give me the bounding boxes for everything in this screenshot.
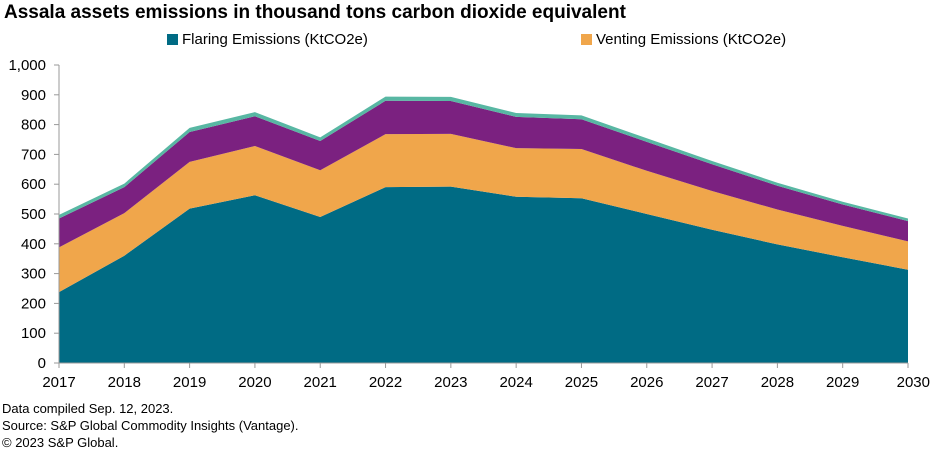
x-tick-label: 2025	[565, 374, 598, 391]
footer-date: Data compiled Sep. 12, 2023.	[2, 401, 174, 416]
footer-copyright: © 2023 S&P Global.	[2, 435, 119, 450]
legend-item-venting: Venting Emissions (KtCO2e)	[581, 31, 786, 48]
chart-footer: Data compiled Sep. 12, 2023. Source: S&P…	[2, 400, 299, 451]
x-axis-ticks: 2017 2018 2019 2020 2021 2022 2023 2024 2025 2026…	[42, 363, 930, 391]
x-tick-label: 2027	[695, 374, 728, 391]
x-tick-label: 2018	[108, 374, 141, 391]
x-tick-label: 2028	[761, 374, 794, 391]
x-tick-label: 2029	[826, 374, 859, 391]
area-series-1	[59, 186, 908, 363]
legend-label-flaring: Flaring Emissions (KtCO2e)	[182, 31, 368, 48]
area-layers	[59, 96, 908, 363]
legend-item-flaring: Flaring Emissions (KtCO2e)	[167, 31, 368, 48]
y-tick-label: 800	[21, 117, 46, 134]
x-tick-label: 2022	[369, 374, 402, 391]
x-tick-label: 2023	[434, 374, 467, 391]
y-tick-label: 700	[21, 146, 46, 163]
x-tick-label: 2026	[630, 374, 663, 391]
x-tick-label: 2024	[499, 374, 532, 391]
y-tick-label: 500	[21, 206, 46, 223]
y-tick-label: 900	[21, 87, 46, 104]
y-tick-label: 200	[21, 295, 46, 312]
y-tick-label: 100	[21, 325, 46, 342]
x-tick-label: 2030	[897, 374, 930, 391]
legend-swatch-flaring	[167, 34, 178, 45]
x-tick-label: 2017	[42, 374, 75, 391]
y-tick-label: 600	[21, 176, 46, 193]
y-tick-label: 400	[21, 236, 46, 253]
y-axis-ticks: 0 100 200 300 400 500 600 700 800 900 1,000	[8, 57, 59, 372]
x-tick-label: 2019	[173, 374, 206, 391]
y-tick-label: 300	[21, 266, 46, 283]
legend-label-venting: Venting Emissions (KtCO2e)	[596, 31, 787, 48]
chart-legend: Flaring Emissions (KtCO2e) Venting Emiss…	[0, 31, 940, 51]
area-series-2	[59, 133, 908, 293]
area-series-3	[59, 100, 908, 248]
y-tick-label: 1,000	[8, 57, 46, 74]
x-tick-label: 2020	[238, 374, 271, 391]
legend-swatch-venting	[581, 34, 592, 45]
chart-title: Assala assets emissions in thousand tons…	[4, 2, 626, 23]
x-tick-label: 2021	[304, 374, 337, 391]
y-tick-label: 0	[38, 355, 46, 372]
footer-source: Source: S&P Global Commodity Insights (V…	[2, 418, 299, 433]
